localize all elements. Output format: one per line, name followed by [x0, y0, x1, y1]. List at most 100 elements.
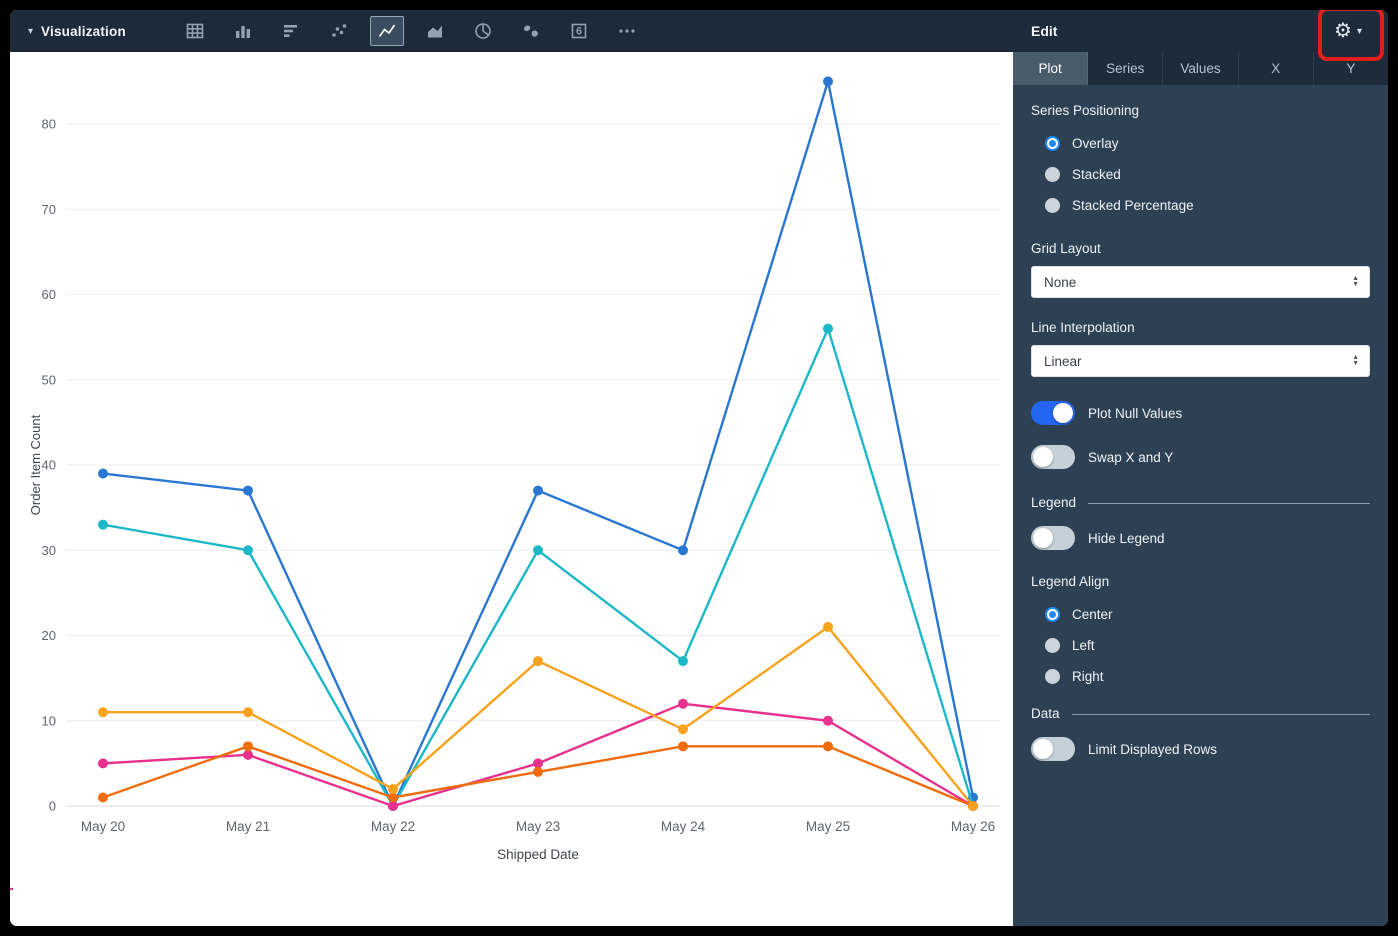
series-positioning-group: Overlay Stacked Stacked Percentage: [1045, 128, 1370, 221]
legend-marker-icon: [10, 887, 13, 891]
radio-label: Center: [1072, 607, 1113, 622]
radio-label: Stacked: [1072, 167, 1121, 182]
series-positioning-label: Series Positioning: [1031, 103, 1140, 118]
single-value-icon[interactable]: 6: [562, 16, 596, 46]
chart-type-icon-row: 6: [178, 16, 644, 46]
radio-button: [1045, 669, 1060, 684]
svg-text:May 23: May 23: [516, 819, 560, 834]
chart-region: 0 10 20 30 40 50 60 70 80 May 20 May 21 May 22 May 2…: [10, 52, 1099, 926]
svg-text:May 22: May 22: [371, 819, 415, 834]
grid-layout-label: Grid Layout: [1031, 241, 1101, 256]
legend-item[interactable]: Blazers & Jackets: [10, 883, 1045, 926]
map-chart-icon[interactable]: [514, 16, 548, 46]
radio-overlay[interactable]: Overlay: [1045, 128, 1370, 159]
svg-text:May 24: May 24: [661, 819, 706, 834]
legend-section-label: Legend: [1031, 495, 1077, 510]
svg-text:70: 70: [42, 202, 56, 217]
updown-arrows-icon: ▲ ▼: [1352, 275, 1359, 288]
tab-plot[interactable]: Plot: [1013, 52, 1089, 85]
visualization-menu[interactable]: ▾ Visualization: [10, 24, 126, 39]
svg-text:Shipped Date: Shipped Date: [497, 847, 579, 862]
edit-panel-tabs: Plot Series Values X Y: [1013, 52, 1388, 85]
hide-legend-row[interactable]: Hide Legend: [1031, 526, 1370, 550]
grid-layout-value: None: [1044, 274, 1077, 290]
svg-text:May 25: May 25: [806, 819, 850, 834]
svg-text:60: 60: [42, 287, 56, 302]
settings-gear-button[interactable]: ⚙ ▾: [1334, 21, 1362, 41]
toggle-label: Plot Null Values: [1088, 405, 1183, 421]
more-options-icon[interactable]: [610, 16, 644, 46]
section-divider: [1071, 714, 1370, 715]
svg-text:30: 30: [42, 543, 56, 558]
swap-x-y-row[interactable]: Swap X and Y: [1031, 445, 1370, 469]
radio-button: [1045, 638, 1060, 653]
chart-legend: AccessoriesActiveBlazers & JacketsClothi…: [10, 883, 1099, 926]
updown-arrows-icon: ▲ ▼: [1352, 354, 1359, 367]
edit-panel-title: Edit: [1031, 23, 1058, 39]
tab-x[interactable]: X: [1239, 52, 1314, 85]
radio-left[interactable]: Left: [1045, 630, 1370, 661]
data-section-label: Data: [1031, 706, 1060, 721]
svg-text:May 20: May 20: [81, 819, 125, 834]
edit-panel-body: Series Positioning Overlay Stacked Stack…: [1013, 85, 1388, 761]
tab-values[interactable]: Values: [1163, 52, 1239, 85]
column-chart-icon[interactable]: [226, 16, 260, 46]
svg-text:May 21: May 21: [226, 819, 270, 834]
radio-button: [1045, 198, 1060, 213]
legend-align-label: Legend Align: [1031, 574, 1110, 589]
legend-align-group: Center Left Right: [1045, 599, 1370, 692]
swap-x-y-toggle[interactable]: [1031, 445, 1075, 469]
line-interpolation-select[interactable]: Linear ▲ ▼: [1031, 345, 1370, 377]
toggle-label: Hide Legend: [1088, 530, 1165, 546]
edit-panel: Edit ⚙ ▾ Plot Series Values X Y Series P…: [1013, 10, 1388, 926]
radio-center[interactable]: Center: [1045, 599, 1370, 630]
hide-legend-toggle[interactable]: [1031, 526, 1075, 550]
bar-chart-icon[interactable]: [274, 16, 308, 46]
radio-button: [1045, 607, 1060, 622]
toggle-label: Swap X and Y: [1088, 449, 1174, 465]
line-interpolation-value: Linear: [1044, 353, 1082, 369]
svg-text:Order Item Count: Order Item Count: [28, 414, 43, 515]
svg-text:80: 80: [42, 117, 56, 132]
radio-stacked[interactable]: Stacked: [1045, 159, 1370, 190]
grid-layout-select[interactable]: None ▲ ▼: [1031, 266, 1370, 298]
toggle-label: Limit Displayed Rows: [1088, 741, 1218, 757]
tab-series[interactable]: Series: [1088, 52, 1164, 85]
radio-button: [1045, 136, 1060, 151]
scatter-chart-icon[interactable]: [322, 16, 356, 46]
radio-label: Stacked Percentage: [1072, 198, 1194, 213]
radio-button: [1045, 167, 1060, 182]
radio-label: Left: [1072, 638, 1095, 653]
line-chart-svg[interactable]: 0 10 20 30 40 50 60 70 80 May 20 May 21 May 22 May 2…: [10, 52, 1013, 926]
pie-chart-icon[interactable]: [466, 16, 500, 46]
visualization-label: Visualization: [41, 23, 126, 39]
radio-right[interactable]: Right: [1045, 661, 1370, 692]
limit-displayed-rows-row[interactable]: Limit Displayed Rows: [1031, 737, 1370, 761]
radio-stacked-percentage[interactable]: Stacked Percentage: [1045, 190, 1370, 221]
svg-text:May 26: May 26: [951, 819, 995, 834]
tab-y[interactable]: Y: [1346, 61, 1356, 76]
section-divider: [1088, 503, 1370, 504]
radio-label: Overlay: [1072, 136, 1119, 151]
svg-text:0: 0: [49, 799, 56, 814]
plot-null-values-row[interactable]: Plot Null Values: [1031, 401, 1370, 425]
area-chart-icon[interactable]: [418, 16, 452, 46]
table-chart-icon[interactable]: [178, 16, 212, 46]
line-interpolation-label: Line Interpolation: [1031, 320, 1135, 335]
edit-panel-header: Edit ⚙ ▾: [1013, 10, 1388, 61]
gear-icon: ⚙: [1334, 20, 1352, 42]
chevron-down-icon: ▾: [1356, 25, 1362, 37]
chevron-down-icon: ▾: [28, 25, 34, 37]
radio-label: Right: [1072, 669, 1104, 684]
plot-null-values-toggle[interactable]: [1031, 401, 1075, 425]
svg-text:20: 20: [42, 628, 56, 643]
svg-text:10: 10: [42, 713, 56, 728]
data-section-header: Data: [1031, 706, 1370, 721]
svg-text:50: 50: [42, 372, 56, 387]
svg-text:40: 40: [42, 458, 56, 473]
line-chart-icon[interactable]: [369, 16, 404, 46]
svg-text:6: 6: [576, 26, 582, 38]
app-window: ▾ Visualization: [10, 10, 1388, 926]
legend-section-header: Legend: [1031, 495, 1370, 510]
limit-displayed-rows-toggle[interactable]: [1031, 737, 1075, 761]
